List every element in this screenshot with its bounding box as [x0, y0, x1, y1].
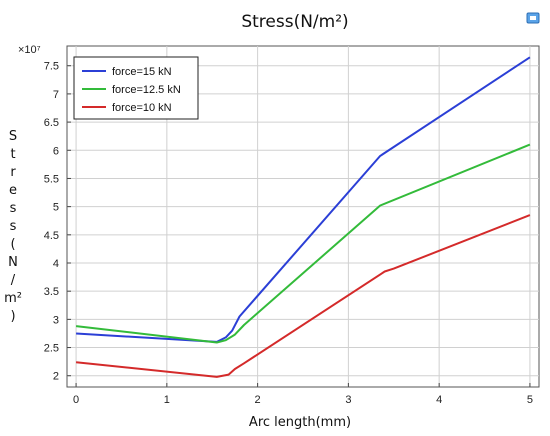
x-tick-label: 1: [164, 394, 170, 406]
y-tick-label: 6: [53, 145, 59, 157]
y-tick-label: 2: [53, 371, 59, 383]
x-axis-label: Arc length(mm): [249, 415, 351, 430]
y-axis-label-char: s: [10, 219, 17, 234]
series-lines: [75, 56, 531, 378]
x-tick-label: 2: [255, 394, 261, 406]
legend: force=15 kN force=12.5 kN force=10 kN: [73, 56, 199, 120]
y-axis-label: Stress(N/m²): [4, 129, 22, 324]
y-tick-label: 6.5: [44, 117, 59, 129]
y-tick-label: 5.5: [44, 173, 59, 185]
x-tick-label: 0: [73, 394, 79, 406]
y-axis-multiplier: ×10⁷: [18, 44, 41, 56]
legend-label: force=10 kN: [112, 102, 172, 114]
y-axis-label-char: t: [10, 147, 15, 162]
export-plot-icon[interactable]: [526, 12, 540, 24]
y-axis-ticks: 2 2.5 3 3.5 4 4.5 5 5.5 6 6.5 7 7.5: [44, 61, 71, 383]
x-tick-label: 4: [436, 394, 442, 406]
legend-label: force=15 kN: [112, 66, 172, 78]
chart-title: Stress(N/m²): [241, 12, 348, 32]
series-line-3: [75, 214, 531, 378]
y-tick-label: 3: [53, 314, 59, 326]
y-tick-label: 4: [53, 258, 59, 270]
series-line-2: [75, 143, 531, 344]
y-axis-label-char: S: [9, 129, 17, 144]
y-axis-label-char: m²: [4, 291, 22, 306]
x-axis-ticks: 0 1 2 3 4 5: [73, 383, 533, 406]
x-tick-label: 3: [345, 394, 351, 406]
y-axis-label-char: (: [10, 237, 15, 252]
y-axis-label-char: r: [10, 165, 16, 180]
y-axis-label-char: /: [11, 273, 16, 288]
x-tick-label: 5: [527, 394, 533, 406]
y-axis-label-char: N: [8, 255, 18, 270]
y-tick-label: 7.5: [44, 61, 59, 73]
legend-label: force=12.5 kN: [112, 84, 181, 96]
y-axis-label-char: ): [10, 309, 15, 324]
y-axis-label-char: e: [9, 183, 17, 198]
y-tick-label: 2.5: [44, 343, 59, 355]
y-tick-label: 5: [53, 202, 59, 214]
y-tick-label: 7: [53, 89, 59, 101]
y-tick-label: 3.5: [44, 286, 59, 298]
y-tick-label: 4.5: [44, 230, 59, 242]
y-axis-label-char: s: [10, 201, 17, 216]
